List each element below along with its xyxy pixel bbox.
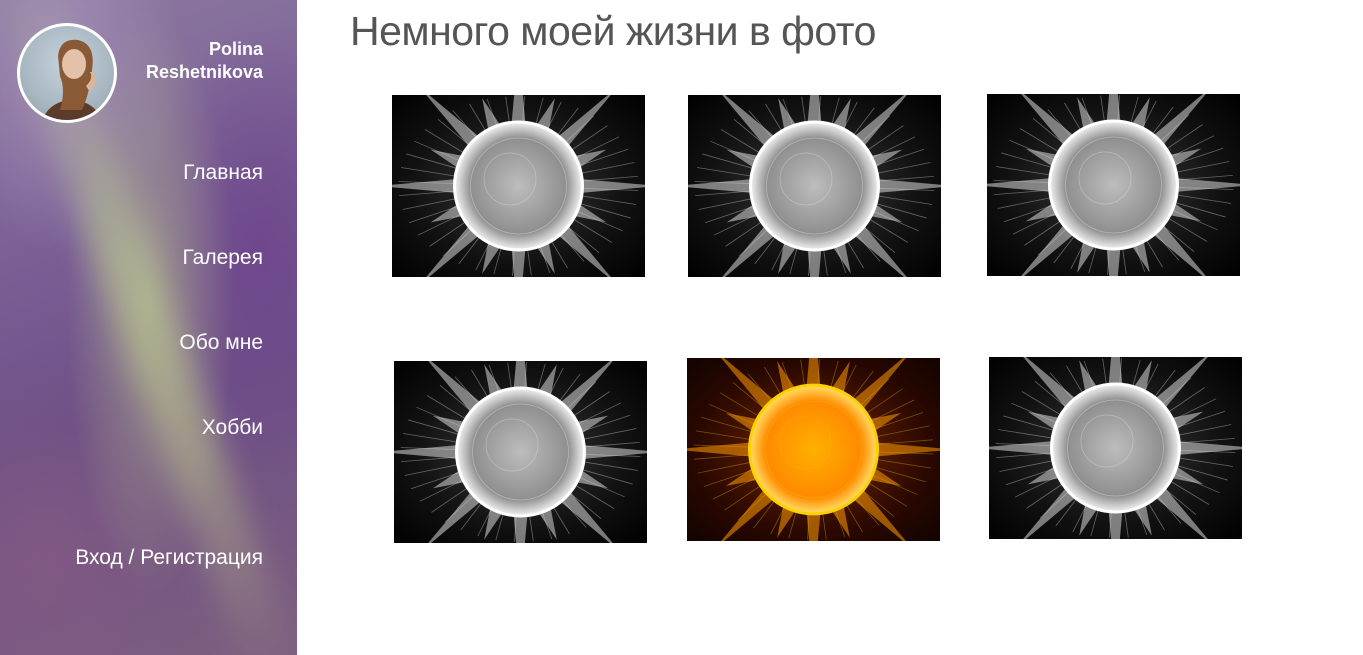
gallery-photo-2[interactable] xyxy=(688,95,941,277)
avatar-portrait-icon xyxy=(42,39,102,120)
sun-image-icon xyxy=(688,95,941,277)
gallery-photo-5[interactable] xyxy=(687,358,940,541)
sidebar: Polina Reshetnikova Главная Галерея Обо … xyxy=(0,0,297,655)
gallery-photo-3[interactable] xyxy=(987,94,1240,276)
page-title: Немного моей жизни в фото xyxy=(350,8,876,54)
nav-item-login[interactable]: Вход / Регистрация xyxy=(75,546,263,569)
avatar[interactable] xyxy=(17,23,117,123)
sun-image-icon xyxy=(989,357,1242,539)
user-name: Polina Reshetnikova xyxy=(145,39,263,82)
nav-item-hobby[interactable]: Хобби xyxy=(201,416,263,439)
gallery-photo-1[interactable] xyxy=(392,95,645,277)
sun-image-icon xyxy=(987,94,1240,276)
nav-item-home[interactable]: Главная xyxy=(183,161,263,184)
nav-item-gallery[interactable]: Галерея xyxy=(182,246,263,269)
gallery-photo-4[interactable] xyxy=(394,361,647,543)
sun-image-icon xyxy=(687,358,940,541)
gallery-photo-6[interactable] xyxy=(989,357,1242,539)
sun-image-icon xyxy=(394,361,647,543)
sun-image-icon xyxy=(392,95,645,277)
nav-item-about[interactable]: Обо мне xyxy=(179,331,263,354)
